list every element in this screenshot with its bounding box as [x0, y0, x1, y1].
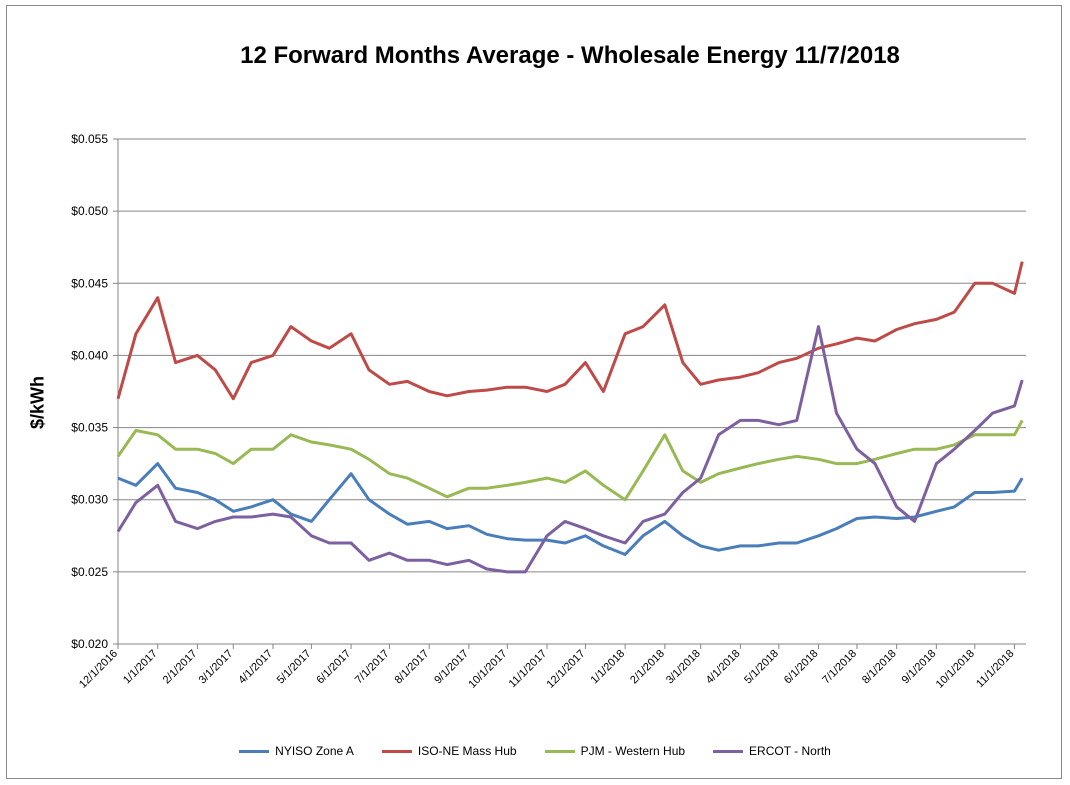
x-tick-label: 3/1/2018: [664, 648, 703, 687]
legend-label: NYISO Zone A: [275, 744, 354, 758]
x-tick-label: 8/1/2018: [860, 648, 899, 687]
legend-item: ERCOT - North: [713, 744, 831, 758]
legend-item: ISO-NE Mass Hub: [381, 744, 517, 758]
y-tick-label: $0.050: [71, 204, 108, 218]
chart-frame: [6, 5, 1062, 779]
legend-item: PJM - Western Hub: [544, 744, 686, 758]
x-tick-label: 12/1/2017: [544, 648, 587, 691]
x-tick-label: 10/1/2017: [466, 648, 509, 691]
x-tick-label: 6/1/2017: [314, 648, 353, 687]
x-tick-label: 4/1/2017: [236, 648, 275, 687]
y-tick-label: $0.030: [71, 493, 108, 507]
x-tick-label: 12/1/2016: [77, 648, 120, 691]
legend-label: ERCOT - North: [749, 744, 831, 758]
x-tick-label: 2/1/2018: [628, 648, 667, 687]
x-tick-label: 1/1/2017: [121, 648, 160, 687]
x-tick-label: 9/1/2017: [432, 648, 471, 687]
x-tick-label: 3/1/2017: [197, 648, 236, 687]
y-tick-label: $0.055: [71, 132, 108, 146]
legend-swatch: [713, 749, 744, 753]
legend-item: NYISO Zone A: [239, 744, 354, 758]
x-tick-label: 6/1/2018: [782, 648, 821, 687]
legend-swatch: [544, 749, 575, 753]
legend: NYISO Zone A ISO-NE Mass Hub PJM - Western…: [0, 744, 1070, 758]
x-tick-label: 5/1/2017: [275, 648, 314, 687]
series-line-pjm-western-hub: [116, 419, 1024, 502]
legend-label: ISO-NE Mass Hub: [417, 744, 517, 758]
y-tick-label: $0.020: [71, 637, 108, 651]
x-tick-label: 8/1/2017: [393, 648, 432, 687]
x-tick-label: 1/1/2018: [589, 648, 628, 687]
x-tick-label: 11/1/2017: [507, 648, 550, 691]
y-tick-label: $0.040: [71, 348, 108, 362]
chart-title: 12 Forward Months Average - Wholesale En…: [240, 42, 900, 69]
x-tick-label: 7/1/2017: [353, 648, 392, 687]
y-tick-label: $0.045: [71, 276, 108, 290]
series-line-ercot-north: [116, 325, 1024, 574]
x-tick-label: 9/1/2018: [900, 648, 939, 687]
x-tick-label: 10/1/2018: [934, 648, 977, 691]
x-tick-label: 7/1/2018: [820, 648, 859, 687]
legend-swatch: [239, 749, 270, 753]
series-line-nyiso-zone-a: [117, 462, 1024, 556]
x-tick-label: 4/1/2018: [704, 648, 743, 687]
x-tick-label: 5/1/2018: [742, 648, 781, 687]
legend-swatch: [381, 749, 412, 753]
y-tick-label: $0.035: [71, 421, 108, 435]
legend-label: PJM - Western Hub: [580, 744, 686, 758]
series-line-iso-ne-mass-hub: [116, 261, 1024, 401]
x-tick-label: 2/1/2017: [161, 648, 200, 687]
x-tick-label: 11/1/2018: [974, 648, 1017, 691]
y-tick-label: $0.025: [71, 565, 108, 579]
